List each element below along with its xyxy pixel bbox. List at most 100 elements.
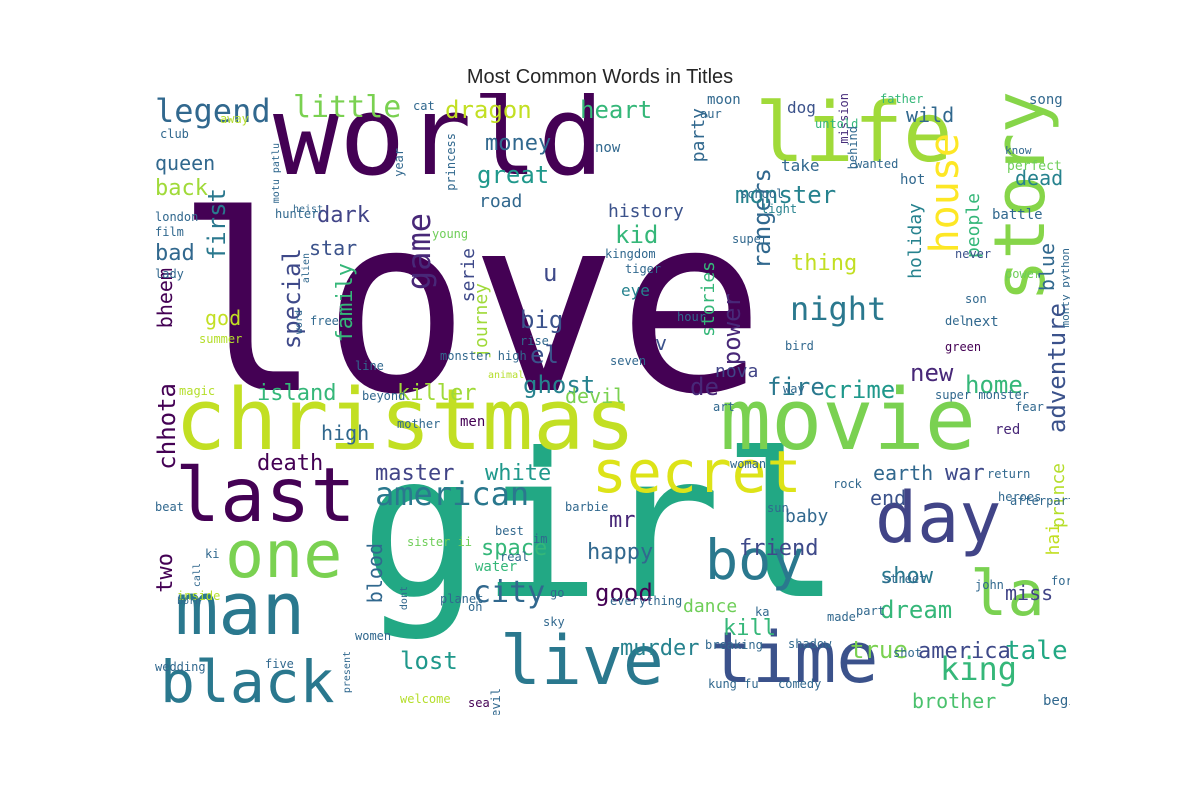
word-next: next bbox=[965, 314, 999, 330]
word-brother: brother bbox=[912, 689, 997, 713]
word-away: away bbox=[220, 112, 249, 126]
word-art: art bbox=[713, 400, 735, 414]
word-chhota: chhota bbox=[155, 383, 181, 470]
word-high: high bbox=[321, 421, 370, 445]
word-everything: everything bbox=[610, 594, 683, 608]
word-beat: beat bbox=[155, 500, 184, 514]
word-motu-patlu: motu patlu bbox=[271, 143, 282, 204]
word-war: war bbox=[945, 461, 985, 486]
word-miss: miss bbox=[1005, 581, 1054, 605]
word-cloud: love girl world christmas movie life story time… bbox=[155, 93, 1070, 715]
word-sun: sun bbox=[767, 501, 789, 515]
word-fear: fear bbox=[1015, 400, 1044, 414]
word-thing: thing bbox=[791, 251, 858, 276]
word-red: red bbox=[995, 422, 1021, 438]
word-fire: fire bbox=[767, 373, 825, 401]
word-beyond: beyond bbox=[362, 389, 406, 403]
word-super: super bbox=[732, 232, 769, 246]
word-eye: eye bbox=[621, 281, 650, 300]
word-untold: untold bbox=[815, 117, 859, 131]
chart-title: Most Common Words in Titles bbox=[466, 66, 734, 88]
word-friend: friend bbox=[739, 536, 819, 561]
word-monty-python: monty python bbox=[1059, 248, 1070, 328]
word-star: star bbox=[309, 236, 358, 260]
word-true: true bbox=[850, 636, 908, 664]
word-woman: woman bbox=[730, 457, 767, 471]
word-perfect: perfect bbox=[1007, 159, 1062, 174]
word-john: john bbox=[975, 578, 1004, 592]
word-five: five bbox=[265, 657, 294, 671]
word-born: born bbox=[177, 596, 202, 607]
word-oh: oh bbox=[468, 600, 483, 614]
word-wanted: wanted bbox=[855, 157, 899, 171]
word-god: god bbox=[205, 306, 242, 330]
word-magic: magic bbox=[179, 384, 216, 398]
word-part: part bbox=[856, 604, 885, 618]
word-love: love bbox=[175, 163, 766, 448]
word-school: school bbox=[740, 187, 784, 201]
word-death: death bbox=[257, 451, 324, 476]
word-end: end bbox=[870, 486, 907, 510]
word-road: road bbox=[479, 191, 523, 212]
word-evil: evil bbox=[489, 688, 503, 715]
word-ghost: ghost bbox=[523, 371, 596, 399]
word-boy: boy bbox=[705, 528, 805, 592]
word-take: take bbox=[781, 156, 820, 175]
word-heist: heist bbox=[293, 204, 324, 215]
word-barbie: barbie bbox=[565, 500, 609, 514]
word-legend: legend bbox=[155, 93, 271, 130]
word-house: house bbox=[922, 133, 968, 254]
word-queen: queen bbox=[155, 151, 216, 175]
word-holiday: holiday bbox=[905, 203, 926, 279]
word-american: american bbox=[375, 475, 530, 513]
word-night: night bbox=[790, 290, 887, 328]
word-moon: moon bbox=[707, 93, 741, 108]
word-live: live bbox=[500, 622, 664, 701]
word-murder: murder bbox=[620, 636, 700, 661]
word-sister-ii: sister ii bbox=[407, 535, 473, 549]
word-sea: sea bbox=[468, 696, 490, 710]
word-two: two bbox=[155, 553, 178, 593]
word-dead: dead bbox=[1015, 166, 1064, 190]
word-ki: ki bbox=[205, 547, 220, 561]
word-time: time bbox=[710, 617, 879, 699]
word-song: song bbox=[1029, 93, 1063, 108]
word-film: film bbox=[155, 225, 184, 239]
word-never: never bbox=[955, 247, 992, 261]
word-kung-fu: kung fu bbox=[708, 677, 759, 691]
word-little: little bbox=[293, 93, 402, 125]
word-history: history bbox=[608, 201, 684, 222]
word-el: el bbox=[530, 341, 559, 369]
word-heroes: heroes bbox=[998, 490, 1042, 504]
word-bird: bird bbox=[785, 339, 814, 353]
word-beginning: beginning bbox=[1043, 693, 1070, 709]
word-great: great bbox=[477, 161, 550, 189]
word-dog: dog bbox=[787, 98, 816, 117]
word-year: year bbox=[392, 148, 406, 177]
word-new: new bbox=[910, 359, 954, 387]
word-money: money bbox=[485, 131, 552, 156]
word-kingdom: kingdom bbox=[605, 247, 656, 261]
word-happy: happy bbox=[587, 540, 654, 565]
word-secret: secret bbox=[592, 438, 802, 506]
word-one: one bbox=[225, 518, 343, 593]
word-planet: planet bbox=[440, 592, 484, 606]
word-city: city bbox=[473, 575, 546, 610]
word-super-monster: super monster bbox=[935, 388, 1029, 402]
word-tale: tale bbox=[1005, 636, 1068, 666]
word-back: back bbox=[155, 176, 208, 201]
word-space: space bbox=[481, 536, 548, 561]
word-wedding: wedding bbox=[155, 660, 206, 674]
word-life: life bbox=[755, 93, 953, 181]
word-white: white bbox=[485, 461, 552, 486]
word-comedy: comedy bbox=[778, 677, 822, 691]
word-island: island bbox=[257, 381, 337, 406]
word-water: water bbox=[475, 559, 518, 575]
word-alien: alien bbox=[301, 253, 312, 284]
word-afterparty: afterparty bbox=[1010, 494, 1070, 508]
word-mother: mother bbox=[397, 417, 441, 431]
word-del: del bbox=[945, 314, 967, 328]
word-hour: hour bbox=[677, 310, 706, 324]
word-aur: aur bbox=[700, 107, 722, 121]
word-america: america bbox=[918, 639, 1011, 664]
